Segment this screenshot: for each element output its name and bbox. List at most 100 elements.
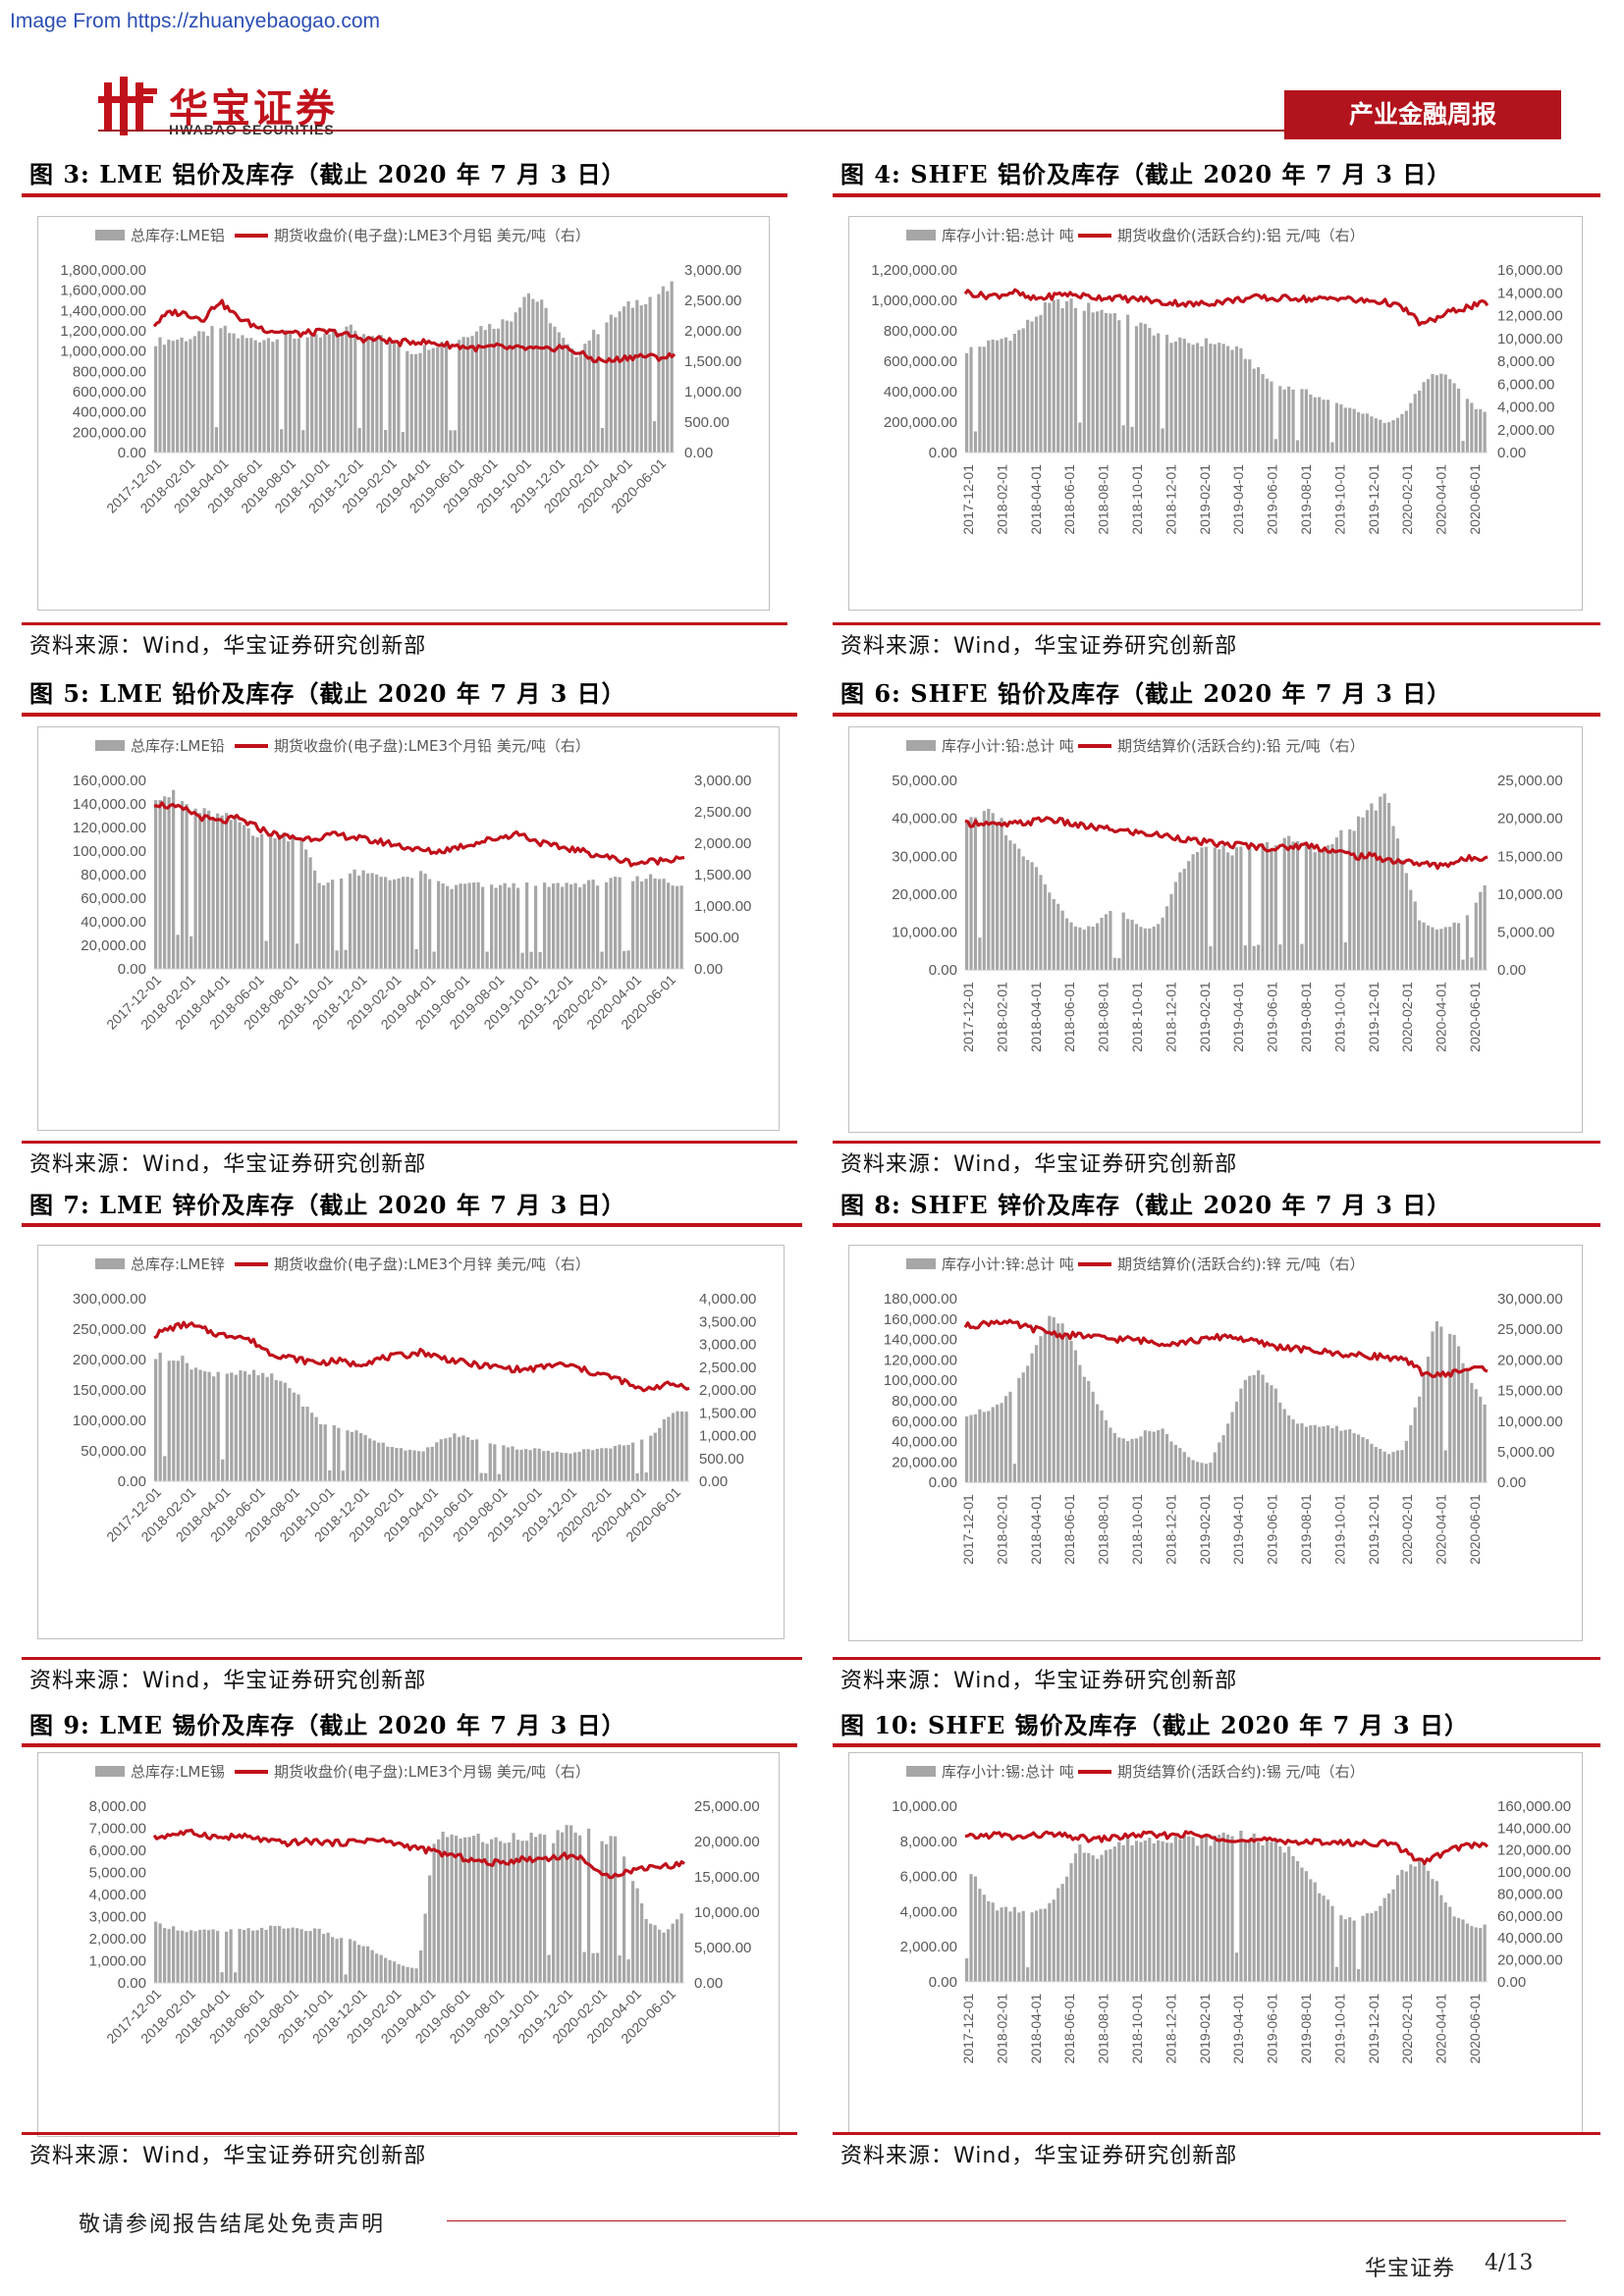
inventory-bar: [479, 326, 483, 453]
inventory-bar: [969, 347, 973, 453]
inventory-bar: [419, 1950, 423, 1983]
figure-title: 图 7: LME 锌价及库存（截止 2020 年 7 月 3 日）: [29, 1191, 626, 1219]
inventory-bar: [1087, 302, 1091, 453]
inventory-bar: [296, 1928, 299, 1983]
inventory-bar: [1330, 1905, 1334, 1982]
inventory-bar: [1164, 1842, 1169, 1982]
inventory-bar: [189, 935, 193, 969]
inventory-bar: [568, 1453, 572, 1481]
inventory-bar: [667, 1929, 671, 1983]
inventory-bar: [163, 796, 167, 969]
inventory-bar: [1082, 1376, 1086, 1483]
inventory-bar: [1370, 803, 1374, 971]
inventory-bar: [1318, 849, 1322, 971]
inventory-bar: [1112, 1846, 1116, 1982]
x-axis-tick: 2020-06-01: [1467, 464, 1483, 535]
inventory-bar: [991, 813, 995, 971]
inventory-bar: [370, 1949, 374, 1983]
inventory-bar: [1483, 1924, 1487, 1982]
y-axis-left-tick: 300,000.00: [73, 1291, 146, 1308]
price-line: [964, 816, 1489, 871]
inventory-bar: [1082, 930, 1086, 971]
inventory-bar: [449, 430, 453, 453]
inventory-bar: [538, 1834, 542, 1983]
inventory-bar: [274, 1379, 278, 1481]
inventory-bar: [1248, 1841, 1252, 1982]
inventory-bar: [1452, 922, 1456, 971]
y-axis-left-tick: 20,000.00: [892, 1454, 957, 1470]
inventory-bar: [172, 789, 176, 969]
inventory-bar: [1026, 1967, 1030, 1982]
inventory-bar: [1052, 299, 1056, 453]
inventory-bar: [375, 339, 379, 453]
inventory-bar: [1404, 1871, 1408, 1982]
inventory-bar: [1431, 1331, 1435, 1483]
inventory-bar: [1413, 901, 1417, 971]
inventory-bar: [358, 1432, 363, 1481]
inventory-bar: [1039, 875, 1043, 971]
y-axis-left-tick: 1,200,000.00: [871, 262, 957, 279]
y-axis-right-tick: 3,000.00: [694, 773, 751, 789]
chart-panel: 库存小计:锡:总计 吨 期货结算价(活跃合约):锡 元/吨（右） 10,000.00…: [848, 1752, 1583, 2135]
inventory-bar: [592, 329, 596, 453]
inventory-bar: [1465, 915, 1470, 971]
legend-bar-swatch: [906, 230, 936, 240]
inventory-bar: [1474, 1927, 1478, 1982]
inventory-bar: [1265, 1382, 1270, 1483]
inventory-bar: [457, 1436, 461, 1481]
inventory-bar: [1069, 922, 1073, 971]
inventory-bar: [1109, 1427, 1112, 1483]
inventory-bar: [317, 882, 321, 969]
inventory-bar: [1091, 1855, 1095, 1982]
inventory-bar: [547, 886, 551, 969]
y-axis-right-tick: 3,000.00: [684, 262, 741, 279]
inventory-bar: [1257, 367, 1261, 453]
y-axis-left-tick: 100,000.00: [884, 1372, 957, 1389]
inventory-bar: [463, 883, 467, 969]
inventory-bar: [605, 881, 609, 969]
inventory-bar: [600, 427, 605, 453]
legend-bar-swatch: [906, 740, 936, 751]
y-axis-right-tick: 1,500.00: [699, 1405, 756, 1421]
inventory-bar: [604, 1448, 608, 1481]
inventory-bar: [246, 828, 250, 969]
inventory-bar: [368, 1438, 372, 1481]
footer-brand: 华宝证券: [1365, 2257, 1456, 2281]
chart-panel: 库存小计:锌:总计 吨 期货结算价(活跃合约):锌 元/吨（右） 180,000.0…: [848, 1245, 1583, 1641]
legend-line-label: 期货收盘价(电子盘):LME3个月铝 美元/吨（右）: [274, 227, 590, 244]
inventory-bar: [229, 820, 233, 969]
inventory-bar: [1091, 926, 1095, 971]
inventory-bar: [216, 1931, 220, 1983]
inventory-bar: [1169, 893, 1173, 971]
inventory-bar: [1204, 846, 1209, 971]
inventory-bar: [1169, 1441, 1173, 1483]
inventory-bar: [671, 1413, 676, 1481]
inventory-bar: [1003, 1906, 1008, 1982]
inventory-bar: [450, 1834, 454, 1983]
figure-title: 图 3: LME 铝价及库存（截止 2020 年 7 月 3 日）: [29, 160, 626, 188]
y-axis-right-tick: 5,000.00: [1497, 925, 1554, 941]
inventory-bar: [635, 876, 639, 969]
inventory-bar: [561, 886, 565, 969]
inventory-bar: [253, 340, 257, 453]
inventory-bar: [349, 873, 352, 969]
y-axis-right-tick: 15,000.00: [1497, 848, 1563, 865]
inventory-bar: [397, 878, 401, 969]
inventory-bar: [211, 1929, 215, 1983]
inventory-bar: [1026, 319, 1030, 453]
chart-svg: 总库存:LME铅 期货收盘价(电子盘):LME3个月铅 美元/吨（右） 160,00…: [73, 737, 751, 1033]
inventory-bar: [247, 1374, 251, 1481]
inventory-bar: [214, 427, 219, 453]
inventory-bar: [1252, 1833, 1256, 1982]
inventory-bar: [490, 884, 494, 969]
inventory-bar: [269, 1925, 273, 1983]
y-axis-right-tick: 2,000.00: [684, 323, 741, 340]
inventory-bar: [978, 347, 982, 453]
inventory-bar: [1439, 1895, 1443, 1982]
inventory-bar: [1161, 917, 1164, 971]
inventory-bar: [1143, 1430, 1147, 1483]
inventory-bar: [1096, 923, 1100, 971]
inventory-bar: [1008, 341, 1012, 453]
inventory-bar: [154, 800, 158, 969]
inventory-bar: [1152, 1842, 1156, 1982]
